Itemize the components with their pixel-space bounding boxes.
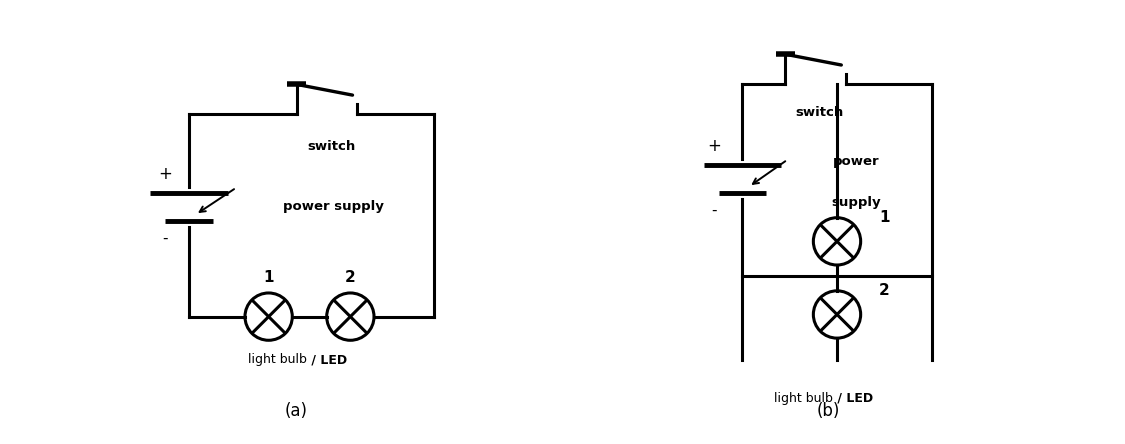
Text: supply: supply bbox=[831, 196, 881, 209]
Text: +: + bbox=[708, 137, 721, 155]
Text: switch: switch bbox=[795, 106, 844, 119]
Text: (a): (a) bbox=[285, 402, 308, 420]
Text: 1: 1 bbox=[879, 210, 890, 225]
Text: power supply: power supply bbox=[282, 200, 384, 214]
Text: / LED: / LED bbox=[832, 392, 873, 405]
Text: switch: switch bbox=[307, 140, 356, 153]
Text: 2: 2 bbox=[879, 283, 890, 298]
Text: 1: 1 bbox=[263, 270, 273, 285]
Text: light bulb: light bulb bbox=[774, 392, 832, 405]
Text: -: - bbox=[163, 230, 168, 246]
Text: (b): (b) bbox=[817, 402, 840, 420]
Text: / LED: / LED bbox=[307, 353, 348, 366]
Text: power: power bbox=[832, 155, 880, 168]
Text: 2: 2 bbox=[345, 270, 356, 285]
Text: -: - bbox=[712, 202, 717, 218]
Text: light bulb: light bulb bbox=[249, 353, 307, 366]
Text: +: + bbox=[159, 165, 172, 183]
